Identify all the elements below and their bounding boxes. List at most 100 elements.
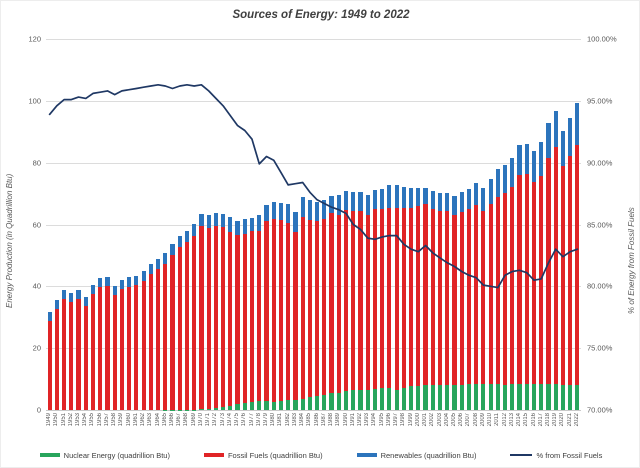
y-tick-label-left: 60 [32, 220, 41, 229]
x-tick-label-1950: 1950 [53, 413, 60, 427]
x-tick-label-2007: 2007 [465, 413, 472, 427]
bar-1968 [184, 230, 190, 410]
bar-1982 [286, 204, 291, 410]
bar-segment-nuclear [568, 384, 573, 410]
bar-segment-fossil [112, 295, 117, 410]
bar-segment-fossil [206, 228, 211, 409]
bar-segment-fossil [148, 273, 153, 410]
x-tick-label-1993: 1993 [364, 413, 371, 427]
bar-segment-nuclear [221, 407, 226, 410]
fossil-share-line-layer [48, 83, 579, 289]
gridline [46, 224, 581, 226]
legend-label-nuclear: Nuclear Energy (quadrillion Btu) [63, 450, 170, 460]
bar-segment-renewables [119, 279, 124, 290]
bar-segment-renewables [286, 204, 291, 223]
bar-segment-renewables [401, 187, 406, 208]
bar-segment-renewables [351, 192, 356, 212]
bar-segment-fossil [119, 289, 124, 410]
bar-segment-fossil [155, 268, 161, 410]
bar-segment-nuclear [199, 409, 204, 410]
bar-segment-nuclear [409, 386, 414, 410]
bar-segment-fossil [184, 241, 190, 410]
x-tick-label-1968: 1968 [183, 413, 190, 427]
x-tick-label-1970: 1970 [197, 413, 204, 427]
bar-segment-nuclear [257, 400, 262, 410]
y-tick-label-left: 100 [28, 96, 41, 106]
x-tick-label-1974: 1974 [226, 413, 233, 427]
bar-segment-nuclear [502, 385, 508, 410]
x-tick-label-1983: 1983 [291, 413, 298, 427]
bar-segment-renewables [380, 188, 385, 210]
bar-segment-renewables [315, 202, 320, 222]
bar-segment-nuclear [271, 401, 276, 410]
bar-segment-nuclear [539, 383, 544, 410]
x-tick-label-2017: 2017 [537, 413, 544, 427]
bar-2015 [524, 144, 529, 410]
x-tick-label-1991: 1991 [349, 413, 356, 427]
x-tick-label-2005: 2005 [450, 413, 457, 427]
right-axis-title: % of Energy from Fossil Fuels [627, 207, 636, 315]
bar-segment-nuclear [293, 400, 298, 410]
bar-segment-renewables [474, 182, 479, 205]
bar-segment-fossil [69, 302, 74, 410]
bar-segment-nuclear [358, 389, 363, 410]
x-tick-label-2020: 2020 [559, 413, 566, 427]
bar-1999 [409, 187, 414, 410]
bar-segment-renewables [358, 191, 363, 211]
bar-1996 [387, 185, 392, 410]
x-tick-label-1962: 1962 [140, 413, 147, 427]
bar-2022 [575, 103, 580, 410]
bar-1980 [271, 202, 276, 410]
bar-segment-renewables [264, 205, 269, 222]
bar-2008 [474, 182, 479, 410]
bar-2006 [459, 191, 464, 410]
x-tick-label-1997: 1997 [393, 413, 400, 427]
y-tick-label-left: 120 [28, 34, 41, 44]
bar-segment-renewables [416, 187, 421, 207]
bar-1960 [127, 277, 132, 410]
bar-2005 [452, 195, 457, 410]
bar-segment-nuclear [452, 384, 457, 410]
bar-segment-nuclear [249, 401, 255, 410]
x-tick-label-1999: 1999 [407, 413, 414, 427]
bar-1966 [170, 244, 175, 410]
bar-2009 [481, 187, 486, 410]
gridline [46, 39, 581, 40]
x-tick-label-2004: 2004 [443, 413, 450, 427]
bar-2018 [546, 123, 551, 410]
x-tick-label-2003: 2003 [436, 413, 443, 427]
x-tick-label-1990: 1990 [342, 413, 349, 427]
bar-segment-renewables [76, 290, 81, 300]
bar-1969 [192, 224, 197, 410]
bar-segment-fossil [278, 219, 284, 401]
bar-segment-renewables [488, 178, 493, 205]
bar-segment-renewables [112, 285, 117, 295]
bar-segment-nuclear [401, 388, 406, 410]
plot-area [46, 39, 581, 411]
x-tick-label-1985: 1985 [306, 413, 313, 427]
bar-segment-fossil [235, 235, 240, 405]
bar-segment-fossil [47, 321, 52, 410]
bar-1967 [177, 236, 182, 410]
legend-item-renewables: Renewables (quadrillion Btu) [356, 451, 476, 460]
x-tick-label-1964: 1964 [154, 413, 161, 427]
x-tick-label-1958: 1958 [111, 413, 118, 427]
y-tick-label-right: 75.00% [587, 343, 613, 353]
bar-1953 [76, 290, 81, 410]
bar-segment-fossil [423, 204, 428, 386]
bar-segment-renewables [192, 224, 197, 236]
bar-segment-renewables [553, 111, 558, 147]
bar-segment-fossil [502, 192, 508, 386]
bar-1974 [228, 217, 233, 410]
legend: Nuclear Energy (quadrillion Btu) Fossil F… [1, 448, 639, 462]
bar-segment-renewables [127, 277, 132, 287]
bar-segment-fossil [90, 294, 96, 410]
bar-segment-fossil [199, 226, 204, 410]
bar-segment-renewables [445, 192, 450, 212]
bar-segment-fossil [380, 209, 385, 389]
bar-segment-nuclear [365, 390, 370, 410]
x-tick-label-2000: 2000 [414, 413, 421, 427]
bar-segment-fossil [286, 222, 291, 401]
bar-segment-fossil [495, 197, 500, 385]
bar-segment-fossil [358, 210, 363, 390]
